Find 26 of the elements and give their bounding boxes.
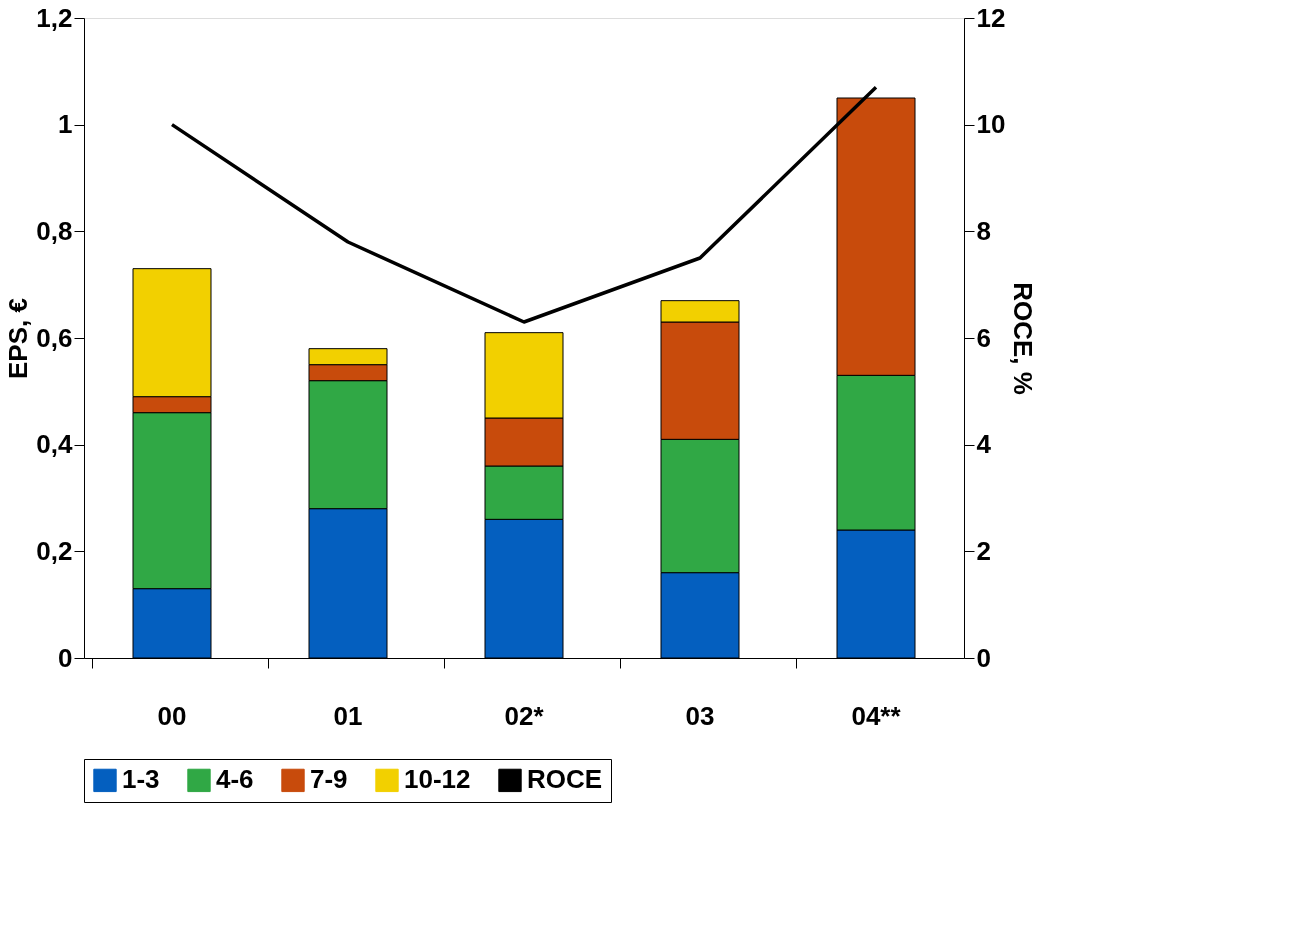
y2-tick-label: 8 (976, 215, 991, 246)
legend-label: ROCE (527, 764, 603, 795)
y2-tick-label: 0 (976, 642, 991, 673)
y-tick-label: 0,6 (36, 322, 73, 353)
y-tick-label: 0,8 (36, 215, 73, 246)
y-tick-label: 0,4 (36, 429, 74, 460)
y-tick-label: 1 (58, 109, 73, 140)
y-tick-label: 1,2 (36, 2, 73, 33)
y2-tick-label: 12 (976, 2, 1006, 33)
y2-tick-label: 6 (976, 322, 991, 353)
legend-label: 10-12 (404, 764, 471, 795)
x-tick-label: 02* (504, 700, 545, 731)
y2-axis-title: ROCE, % (1008, 282, 1039, 395)
legend-label: 1-3 (122, 764, 160, 795)
x-tick-label: 00 (157, 700, 187, 731)
y-tick-label: 0,2 (36, 535, 73, 566)
y2-tick-label: 10 (976, 109, 1006, 140)
legend-label: 4-6 (216, 764, 254, 795)
legend-label: 7-9 (310, 764, 348, 795)
y-axis-title: EPS, € (3, 298, 34, 379)
x-tick-label: 04** (851, 700, 902, 731)
x-tick-label: 03 (685, 700, 715, 731)
x-tick-label: 01 (333, 700, 363, 731)
y-tick-label: 0 (58, 642, 73, 673)
y2-tick-label: 4 (976, 429, 992, 460)
y2-tick-label: 2 (976, 535, 991, 566)
